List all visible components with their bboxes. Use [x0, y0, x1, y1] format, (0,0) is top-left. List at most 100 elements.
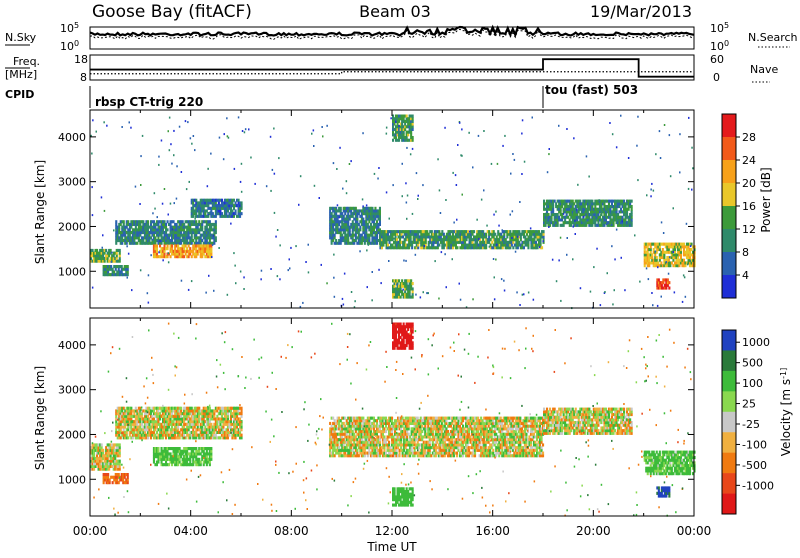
heatmap-cell	[393, 238, 395, 240]
heatmap-cell	[174, 247, 176, 250]
heatmap-cell	[129, 434, 131, 437]
heatmap-cell	[657, 261, 659, 264]
heatmap-cell	[646, 267, 648, 269]
heatmap-cell	[623, 200, 625, 203]
heatmap-cell	[406, 218, 408, 220]
heatmap-cell	[250, 157, 252, 159]
heatmap-cell	[200, 452, 202, 455]
heatmap-cell	[167, 247, 169, 250]
heatmap-cell	[576, 209, 578, 211]
heatmap-cell	[194, 149, 196, 151]
heatmap-cell	[321, 264, 323, 266]
heatmap-cell	[516, 291, 518, 293]
heatmap-cell	[170, 223, 172, 226]
heatmap-cell	[119, 252, 121, 255]
heatmap-cell	[648, 278, 650, 280]
heatmap-cell	[537, 246, 539, 249]
heatmap-cell	[512, 241, 514, 244]
heatmap-cell	[412, 139, 414, 142]
heatmap-cell	[527, 246, 529, 249]
heatmap-cell	[473, 230, 475, 233]
heatmap-cell	[459, 283, 461, 285]
heatmap-cell	[213, 290, 215, 292]
heatmap-cell	[380, 282, 382, 284]
heatmap-cell	[490, 238, 492, 241]
heatmap-cell	[226, 117, 228, 119]
heatmap-cell	[222, 428, 224, 431]
heatmap-cell	[339, 216, 341, 218]
heatmap-cell	[241, 212, 243, 215]
heatmap-cell	[127, 436, 129, 439]
heatmap-cell	[648, 259, 650, 262]
heatmap-cell	[127, 268, 129, 271]
heatmap-cell	[449, 233, 451, 235]
heatmap-cell	[331, 242, 333, 245]
heatmap-cell	[188, 428, 190, 431]
heatmap-cell	[563, 213, 565, 215]
heatmap-cell	[519, 304, 521, 306]
heatmap-cell	[372, 271, 374, 273]
heatmap-cell	[644, 264, 646, 267]
heatmap-cell	[657, 266, 659, 268]
heatmap-cell	[183, 228, 185, 231]
heatmap-cell	[195, 431, 197, 434]
heatmap-cell	[336, 168, 338, 170]
heatmap-cell	[688, 245, 690, 248]
heatmap-cell	[139, 426, 141, 429]
heatmap-cell	[192, 458, 194, 461]
heatmap-cell	[164, 220, 166, 223]
heatmap-cell	[674, 291, 676, 293]
heatmap-cell	[241, 426, 243, 429]
heatmap-cell	[270, 190, 272, 192]
heatmap-cell	[560, 300, 562, 302]
heatmap-cell	[547, 171, 549, 173]
heatmap-cell	[242, 130, 244, 132]
heatmap-cell	[95, 465, 97, 468]
date-title: 19/Mar/2013	[590, 2, 692, 21]
heatmap-cell	[142, 135, 144, 137]
heatmap-cell	[469, 231, 471, 233]
heatmap-cell	[227, 135, 229, 137]
heatmap-cell	[533, 299, 535, 301]
heatmap-cell	[157, 420, 159, 423]
heatmap-cell	[174, 202, 176, 204]
heatmap-cell	[361, 215, 363, 218]
heatmap-cell	[386, 191, 388, 193]
heatmap-cell	[210, 423, 212, 426]
heatmap-cell	[655, 251, 657, 253]
heatmap-cell	[209, 461, 211, 464]
heatmap-cell	[150, 223, 152, 226]
heatmap-cell	[112, 481, 114, 484]
heatmap-cell	[107, 270, 109, 273]
heatmap-cell	[356, 220, 358, 223]
heatmap-cell	[300, 175, 302, 177]
heatmap-cell	[579, 200, 581, 203]
heatmap-cell	[572, 205, 574, 208]
heatmap-cell	[444, 127, 446, 129]
heatmap-cell	[329, 449, 331, 452]
heatmap-cell	[350, 452, 352, 455]
heatmap-cell	[221, 212, 223, 215]
heatmap-cell	[168, 130, 170, 132]
heatmap-cell	[198, 220, 200, 223]
heatmap-cell	[208, 275, 210, 277]
heatmap-cell	[653, 248, 655, 251]
heatmap-cell	[653, 190, 655, 192]
heatmap-cell	[566, 213, 568, 216]
heatmap-cell	[368, 236, 370, 239]
heatmap-cell	[358, 212, 360, 215]
heatmap-cell	[491, 241, 493, 244]
heatmap-cell	[512, 210, 513, 212]
heatmap-cell	[118, 481, 120, 484]
heatmap-cell	[210, 226, 212, 229]
heatmap-cell	[234, 168, 236, 170]
heatmap-cell	[445, 199, 447, 201]
heatmap-cell	[440, 235, 442, 238]
heatmap-cell	[186, 450, 188, 453]
heatmap-cell	[673, 207, 675, 209]
heatmap-cell	[392, 244, 394, 247]
heatmap-cell	[379, 223, 381, 226]
heatmap-cell	[183, 223, 185, 226]
heatmap-cell	[426, 292, 428, 294]
heatmap-cell	[545, 213, 547, 215]
